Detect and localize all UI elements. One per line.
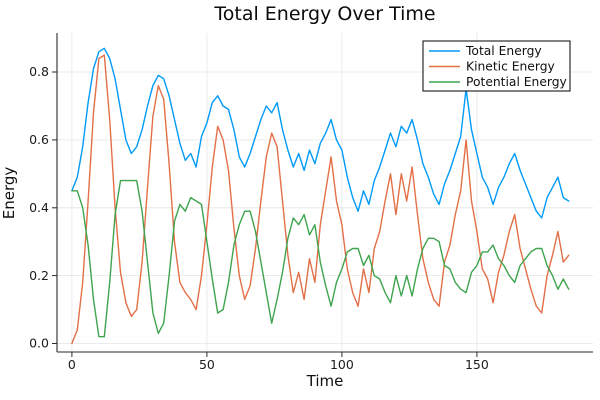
chart-title: Total Energy Over Time	[213, 3, 435, 25]
tick-labels: 0 50 100 150 0.0 0.2 0.4 0.6 0.8	[29, 64, 489, 372]
axes	[52, 33, 593, 357]
y-tick-label: 0.4	[29, 200, 49, 215]
series-lines	[71, 47, 570, 345]
series-line-potential-energy	[71, 179, 570, 338]
legend-label-potential-energy: Potential Energy	[466, 75, 567, 89]
x-tick-label: 150	[465, 357, 489, 372]
y-tick-label: 0.8	[29, 64, 49, 79]
y-tick-label: 0.2	[29, 268, 49, 283]
x-tick-label: 100	[330, 357, 354, 372]
series-line-total-energy	[71, 47, 570, 219]
x-tick-label: 0	[68, 357, 76, 372]
y-tick-label: 0.0	[29, 336, 49, 351]
legend-label-kinetic-energy: Kinetic Energy	[466, 60, 555, 74]
y-axis-label: Energy	[0, 167, 18, 220]
x-tick-label: 50	[199, 357, 215, 372]
x-axis-label: Time	[306, 372, 344, 390]
y-tick-label: 0.6	[29, 132, 49, 147]
legend-label-total-energy: Total Energy	[465, 44, 542, 58]
series-line-kinetic-energy	[71, 54, 570, 345]
